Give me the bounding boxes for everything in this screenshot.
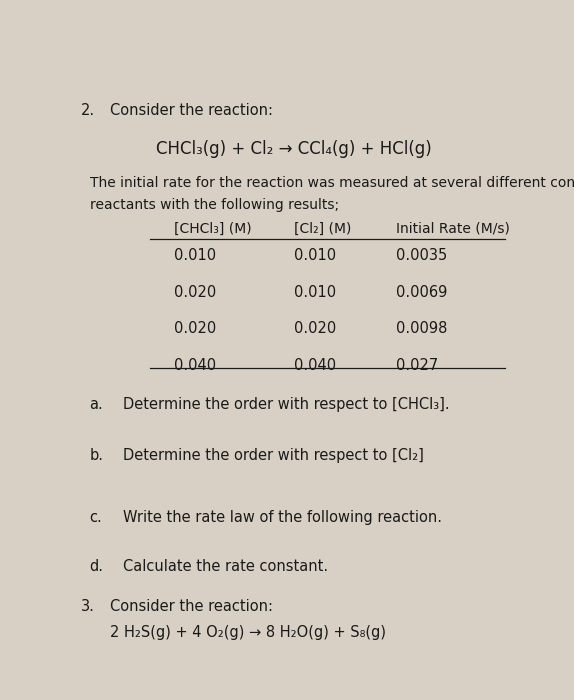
Text: 0.010: 0.010 bbox=[174, 248, 216, 263]
Text: Determine the order with respect to [CHCl₃].: Determine the order with respect to [CHC… bbox=[123, 397, 449, 412]
Text: b.: b. bbox=[90, 449, 103, 463]
Text: 0.027: 0.027 bbox=[397, 358, 439, 373]
Text: 2 H₂S(g) + 4 O₂(g) → 8 H₂O(g) + S₈(g): 2 H₂S(g) + 4 O₂(g) → 8 H₂O(g) + S₈(g) bbox=[110, 625, 386, 640]
Text: 0.040: 0.040 bbox=[294, 358, 336, 373]
Text: reactants with the following results;: reactants with the following results; bbox=[90, 197, 339, 211]
Text: Consider the reaction:: Consider the reaction: bbox=[110, 599, 273, 615]
Text: a.: a. bbox=[90, 397, 103, 412]
Text: 0.040: 0.040 bbox=[174, 358, 216, 373]
Text: Write the rate law of the following reaction.: Write the rate law of the following reac… bbox=[123, 510, 442, 525]
Text: Determine the order with respect to [Cl₂]: Determine the order with respect to [Cl₂… bbox=[123, 449, 424, 463]
Text: Consider the reaction:: Consider the reaction: bbox=[110, 103, 273, 118]
Text: CHCl₃(g) + Cl₂ → CCl₄(g) + HCl(g): CHCl₃(g) + Cl₂ → CCl₄(g) + HCl(g) bbox=[156, 139, 432, 158]
Text: [CHCl₃] (M): [CHCl₃] (M) bbox=[174, 222, 251, 236]
Text: 0.0098: 0.0098 bbox=[397, 321, 448, 336]
Text: 0.020: 0.020 bbox=[174, 321, 216, 336]
Text: 0.010: 0.010 bbox=[294, 284, 336, 300]
Text: 0.0069: 0.0069 bbox=[397, 284, 448, 300]
Text: 3.: 3. bbox=[80, 599, 95, 615]
Text: c.: c. bbox=[90, 510, 102, 525]
Text: 0.010: 0.010 bbox=[294, 248, 336, 263]
Text: 0.020: 0.020 bbox=[174, 284, 216, 300]
Text: 2.: 2. bbox=[80, 103, 95, 118]
Text: 0.0035: 0.0035 bbox=[397, 248, 448, 263]
Text: Initial Rate (M/s): Initial Rate (M/s) bbox=[397, 222, 510, 236]
Text: 0.020: 0.020 bbox=[294, 321, 336, 336]
Text: d.: d. bbox=[90, 559, 103, 574]
Text: Calculate the rate constant.: Calculate the rate constant. bbox=[123, 559, 328, 574]
Text: [Cl₂] (M): [Cl₂] (M) bbox=[294, 222, 351, 236]
Text: The initial rate for the reaction was measured at several different concentratio: The initial rate for the reaction was me… bbox=[90, 176, 574, 190]
